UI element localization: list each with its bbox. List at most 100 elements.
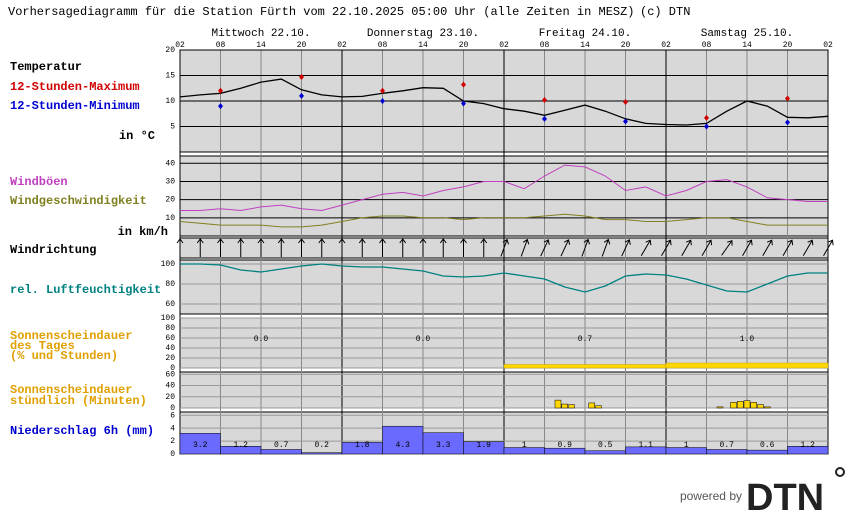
panel-label: Sonnenscheindauer bbox=[10, 329, 132, 343]
marker bbox=[704, 114, 709, 121]
wind-arrow bbox=[419, 238, 427, 257]
wind-arrow bbox=[439, 238, 447, 257]
x-tick-label: 14 bbox=[742, 41, 752, 50]
bar bbox=[595, 405, 602, 409]
bar bbox=[706, 449, 748, 455]
x-tick-label: 08 bbox=[378, 41, 388, 50]
x-tick-label: 02 bbox=[661, 41, 671, 50]
wind-arrow bbox=[560, 239, 571, 257]
x-tick-label: 08 bbox=[702, 41, 712, 50]
y-tick-label: 2 bbox=[170, 437, 175, 446]
panel-label: 12-Stunden-Minimum bbox=[10, 99, 140, 113]
bar bbox=[737, 401, 744, 409]
y-tick-label: 20 bbox=[165, 196, 175, 205]
bar bbox=[716, 406, 724, 409]
x-tick-label: 14 bbox=[418, 41, 428, 50]
value-label: 0.0 bbox=[254, 335, 269, 344]
wind-arrow bbox=[762, 239, 773, 257]
wind-arrow bbox=[721, 239, 733, 256]
y-tick-label: 20 bbox=[165, 393, 175, 402]
wind-arrow bbox=[358, 238, 366, 257]
value-label: 0.7 bbox=[720, 441, 735, 450]
value-label: 1.2 bbox=[801, 441, 816, 450]
value-label: 0.0 bbox=[416, 335, 431, 344]
x-tick-label: 08 bbox=[540, 41, 550, 50]
panel-label: Windrichtung bbox=[10, 243, 96, 257]
marker bbox=[380, 98, 385, 104]
bar bbox=[665, 362, 829, 369]
value-label: 4.3 bbox=[396, 441, 411, 450]
wind-arrow bbox=[681, 239, 692, 257]
x-tick-label: 20 bbox=[297, 41, 307, 50]
day-label: Samstag 25.10. bbox=[701, 28, 793, 40]
bar bbox=[260, 449, 302, 455]
bar bbox=[746, 449, 788, 455]
panel-label: in °C bbox=[119, 129, 155, 143]
y-tick-label: 100 bbox=[161, 260, 176, 269]
x-tick-label: 20 bbox=[783, 41, 793, 50]
line bbox=[179, 78, 829, 126]
wind-arrow bbox=[480, 238, 488, 257]
bar bbox=[750, 402, 757, 409]
bar bbox=[301, 452, 343, 455]
bar bbox=[554, 399, 562, 409]
bar bbox=[787, 445, 829, 455]
wind-arrow bbox=[601, 238, 611, 257]
marker bbox=[704, 123, 709, 130]
marker bbox=[542, 115, 547, 122]
value-label: 1 bbox=[522, 441, 527, 450]
wind-arrow bbox=[500, 238, 510, 257]
wind-arrow bbox=[581, 238, 591, 257]
wind-arrow bbox=[802, 239, 814, 257]
wind-arrow bbox=[782, 239, 794, 257]
y-tick-label: 20 bbox=[165, 46, 175, 55]
x-tick-label: 02 bbox=[823, 41, 833, 50]
x-tick-label: 20 bbox=[621, 41, 631, 50]
bar bbox=[568, 404, 575, 409]
x-tick-label: 14 bbox=[256, 41, 266, 50]
marker bbox=[785, 119, 790, 126]
bar bbox=[382, 425, 424, 455]
wind-arrow bbox=[640, 239, 652, 257]
bar bbox=[757, 404, 764, 409]
wind-arrow bbox=[661, 239, 672, 257]
x-tick-label: 02 bbox=[337, 41, 347, 50]
panel-label: stündlich (Minuten) bbox=[10, 394, 147, 408]
bar bbox=[743, 400, 751, 409]
wind-arrow bbox=[217, 238, 224, 257]
copyright: (c) DTN bbox=[640, 5, 690, 19]
y-tick-label: 4 bbox=[170, 424, 175, 433]
y-tick-label: 40 bbox=[165, 159, 175, 168]
value-label: 3.2 bbox=[193, 441, 208, 450]
y-tick-label: 10 bbox=[165, 97, 175, 106]
wind-arrow bbox=[237, 238, 245, 257]
y-tick-label: 6 bbox=[170, 411, 175, 420]
panel-label: Windgeschwindigkeit bbox=[10, 194, 147, 208]
value-label: 1.0 bbox=[740, 335, 755, 344]
value-label: 0.6 bbox=[760, 441, 775, 450]
y-tick-label: 20 bbox=[165, 354, 175, 363]
panel-label: Temperatur bbox=[10, 60, 82, 74]
marker bbox=[785, 95, 790, 102]
value-label: 0.7 bbox=[578, 335, 593, 344]
marker bbox=[461, 100, 466, 107]
panel-label: rel. Luftfeuchtigkeit bbox=[10, 283, 161, 297]
value-label: 1.9 bbox=[477, 441, 492, 450]
wind-arrow bbox=[176, 238, 184, 257]
line bbox=[179, 213, 828, 228]
x-tick-label: 20 bbox=[459, 41, 469, 50]
wind-arrow bbox=[823, 239, 834, 257]
y-tick-label: 0 bbox=[170, 404, 175, 413]
value-label: 3.3 bbox=[436, 441, 451, 450]
panel-label: (% und Stunden) bbox=[10, 349, 118, 363]
chart-title: Vorhersagediagramm für die Station Fürth… bbox=[8, 5, 635, 19]
y-tick-label: 60 bbox=[165, 300, 175, 309]
day-label: Freitag 24.10. bbox=[539, 28, 631, 40]
panel-label: in km/h bbox=[118, 225, 168, 239]
powered-by: powered by bbox=[680, 489, 742, 503]
x-tick-label: 02 bbox=[175, 41, 185, 50]
wind-arrow bbox=[338, 238, 346, 257]
wind-arrow bbox=[257, 238, 265, 257]
panel-label: 12-Stunden-Maximum bbox=[10, 80, 140, 94]
marker bbox=[623, 99, 628, 106]
